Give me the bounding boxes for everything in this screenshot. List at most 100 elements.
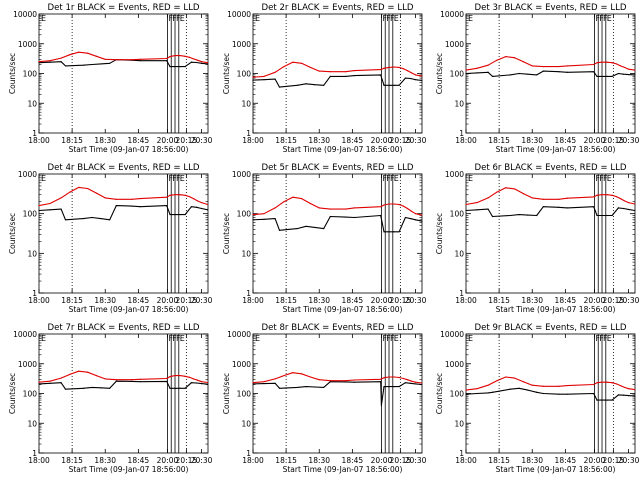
data-point-events — [353, 381, 355, 383]
data-point-events — [465, 72, 467, 75]
data-point-lld — [252, 213, 254, 216]
data-point-events — [593, 206, 595, 208]
data-point-events — [558, 71, 560, 73]
data-point-lld — [634, 389, 636, 391]
plot-frame — [465, 13, 636, 134]
y-axis-label: Counts/sec — [435, 53, 444, 94]
data-point-events — [200, 383, 203, 385]
x-axis-label: Start Time (09-Jan-07 18:56:00) — [283, 145, 403, 154]
x-tick-label: 18:00 — [455, 136, 477, 145]
data-point-events — [64, 65, 67, 67]
y-tick-label: 10000 — [440, 10, 464, 19]
data-point-lld — [200, 202, 203, 204]
data-point-lld — [139, 378, 141, 380]
x-axis-label: Start Time (09-Jan-07 18:56:00) — [69, 465, 189, 474]
data-point-events — [627, 208, 630, 211]
y-axis-label: Counts/sec — [8, 53, 17, 94]
y-tick-label: 10000 — [440, 330, 464, 339]
y-tick-label: 100 — [450, 210, 465, 219]
data-point-lld — [615, 383, 618, 385]
data-point-events — [296, 386, 298, 389]
data-point-lld — [496, 380, 498, 382]
event-marker-label: E — [394, 334, 399, 343]
data-point-lld — [615, 195, 618, 198]
x-tick-label: 20:00 — [371, 136, 393, 145]
x-tick-label: 18:15 — [61, 296, 83, 305]
x-tick-label: 18:15 — [275, 456, 297, 465]
data-point-events — [404, 77, 407, 79]
data-point-lld — [179, 374, 181, 377]
data-point-lld — [593, 63, 595, 66]
x-tick-label: 18:15 — [488, 136, 510, 145]
data-point-lld — [487, 384, 489, 386]
x-axis-label: Start Time (09-Jan-07 18:56:00) — [69, 145, 189, 154]
data-point-events — [509, 74, 511, 76]
data-point-events — [606, 399, 608, 401]
data-point-events — [166, 204, 168, 207]
data-point-events — [601, 75, 603, 77]
data-point-lld — [184, 194, 186, 196]
data-point-events — [596, 214, 598, 217]
data-point-lld — [593, 383, 595, 386]
y-axis-label: Counts/sec — [435, 213, 444, 254]
data-point-lld — [496, 59, 498, 61]
x-tick-label: 20:30 — [405, 136, 427, 145]
x-tick-label: 18:45 — [128, 456, 150, 465]
data-point-lld — [104, 378, 106, 380]
data-point-lld — [414, 381, 417, 383]
data-point-lld — [169, 194, 171, 196]
data-point-lld — [476, 388, 478, 390]
data-point-events — [491, 391, 494, 393]
data-point-events — [200, 62, 203, 64]
data-point-lld — [95, 55, 98, 57]
x-tick-label: 18:45 — [555, 456, 577, 465]
data-point-events — [195, 61, 198, 64]
data-point-events — [323, 228, 325, 230]
data-point-events — [518, 213, 520, 216]
data-point-events — [398, 386, 400, 388]
data-point-lld — [380, 69, 382, 71]
data-point-lld — [402, 68, 405, 70]
data-point-lld — [309, 66, 312, 69]
data-point-events — [64, 219, 67, 221]
x-tick-label: 20:30 — [191, 136, 213, 145]
data-point-events — [617, 394, 620, 396]
y-tick-label: 1000 — [232, 40, 251, 49]
data-point-events — [345, 216, 347, 218]
chart-title: Det 2r BLACK = Events, RED = LLD — [261, 3, 413, 13]
y-tick-label: 1000 — [445, 40, 464, 49]
data-point-events — [314, 84, 316, 86]
x-axis-label: Start Time (09-Jan-07 18:56:00) — [283, 305, 403, 314]
data-point-events — [49, 209, 51, 211]
y-tick-label: 1000 — [18, 40, 37, 49]
data-point-lld — [69, 191, 71, 193]
data-point-events — [252, 383, 254, 385]
data-point-events — [263, 383, 265, 385]
data-point-events — [139, 60, 141, 62]
data-point-events — [305, 83, 307, 85]
data-point-events — [404, 216, 407, 219]
data-point-events — [274, 78, 276, 80]
data-point-events — [398, 84, 400, 86]
x-tick-label: 18:00 — [28, 296, 50, 305]
x-tick-label: 20:00 — [157, 296, 179, 305]
data-point-lld — [95, 192, 98, 194]
x-tick-label: 18:00 — [242, 296, 264, 305]
y-tick-label: 1 — [32, 289, 37, 298]
y-tick-label: 10000 — [13, 330, 37, 339]
data-point-events — [622, 207, 625, 210]
data-point-lld — [353, 207, 355, 209]
chart-title: Det 7r BLACK = Events, RED = LLD — [47, 323, 199, 333]
data-point-lld — [623, 66, 626, 69]
data-point-events — [509, 214, 511, 217]
data-point-lld — [292, 61, 294, 63]
x-tick-label: 20:30 — [405, 456, 427, 465]
data-point-events — [634, 395, 636, 397]
data-point-lld — [505, 376, 507, 378]
data-point-events — [207, 209, 209, 211]
data-point-events — [542, 206, 544, 208]
data-point-lld — [558, 385, 560, 387]
